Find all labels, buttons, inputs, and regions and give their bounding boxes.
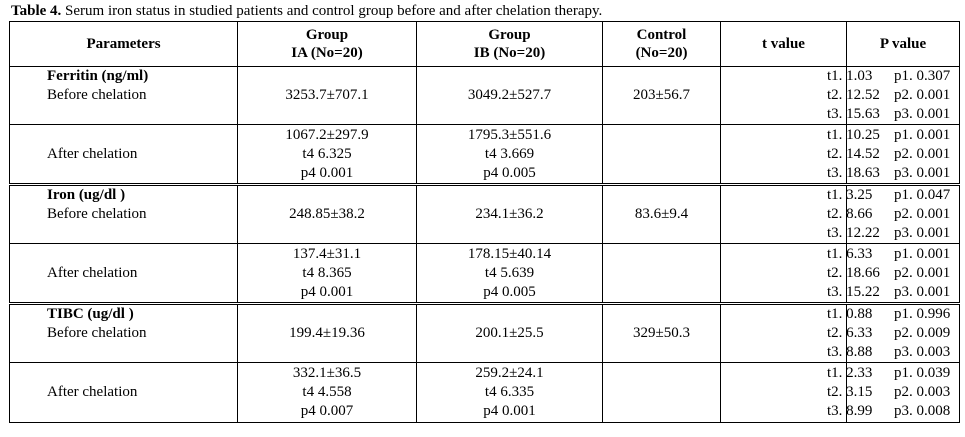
header-control: Control (No=20) bbox=[602, 21, 721, 67]
header-t-value: t value bbox=[720, 21, 847, 67]
value-ia: 3253.7±707.1 bbox=[237, 66, 417, 125]
value-control: 329±50.3 bbox=[602, 303, 721, 363]
t-value-cell: t1. 10.25 t2. 14.52 t3. 18.63 bbox=[720, 124, 880, 186]
p-value-cell: p1. 0.001 p2. 0.001 p3. 0.001 bbox=[846, 124, 960, 186]
header-group-ib: Group IB (No=20) bbox=[416, 21, 603, 67]
phase-label: Before chelation bbox=[47, 325, 147, 341]
value-control: 83.6±9.4 bbox=[602, 184, 721, 244]
table-row: Ferritin (ng/ml) Before chelation 3253.7±… bbox=[9, 66, 960, 125]
p-value-cell: p1. 0.001 p2. 0.001 p3. 0.001 bbox=[846, 243, 960, 305]
parameter-cell: TIBC (ug/dl ) Before chelation bbox=[9, 303, 238, 363]
header-p-value: P value bbox=[846, 21, 960, 67]
parameter-cell: After chelation bbox=[9, 362, 238, 423]
t-value-cell: t1. 6.33 t2. 18.66 t3. 15.22 bbox=[720, 243, 880, 305]
value-ib: 259.2±24.1 t4 6.335 p4 0.001 bbox=[416, 362, 603, 423]
value-ib: 234.1±36.2 bbox=[416, 184, 603, 244]
phase-label: Before chelation bbox=[47, 87, 147, 103]
table-row: TIBC (ug/dl ) Before chelation 199.4±19.3… bbox=[9, 303, 960, 363]
value-ib: 1795.3±551.6 t4 3.669 p4 0.005 bbox=[416, 124, 603, 186]
phase-label: After chelation bbox=[47, 145, 138, 162]
table-row: After chelation 1067.2±297.9 t4 6.325 p4 0.… bbox=[9, 124, 960, 186]
phase-label: Before chelation bbox=[47, 206, 147, 222]
t-value-cell: t1. 3.25 t2. 8.66 t3. 12.22 bbox=[720, 184, 880, 244]
parameter-name: Ferritin (ng/ml) bbox=[47, 68, 149, 84]
value-ia: 199.4±19.36 bbox=[237, 303, 417, 363]
header-group-ia: Group IA (No=20) bbox=[237, 21, 417, 67]
p-value-cell: p1. 0.039 p2. 0.003 p3. 0.008 bbox=[846, 362, 960, 423]
value-ia: 1067.2±297.9 t4 6.325 p4 0.001 bbox=[237, 124, 417, 186]
table-row: After chelation 332.1±36.5 t4 4.558 p4 0.00… bbox=[9, 362, 960, 423]
phase-label: After chelation bbox=[47, 384, 138, 400]
value-ia: 248.85±38.2 bbox=[237, 184, 417, 244]
value-control bbox=[602, 243, 721, 305]
parameter-cell: Ferritin (ng/ml) Before chelation bbox=[9, 66, 238, 125]
value-ia: 332.1±36.5 t4 4.558 p4 0.007 bbox=[237, 362, 417, 423]
parameter-cell: After chelation bbox=[9, 243, 238, 305]
table-row: Iron (ug/dl ) Before chelation 248.85±38.… bbox=[9, 184, 960, 244]
caption-text: Serum iron status in studied patients an… bbox=[61, 3, 603, 19]
t-value-cell: t1. 1.03 t2. 12.52 t3. 15.63 bbox=[720, 66, 880, 125]
parameter-name: Iron (ug/dl ) bbox=[47, 187, 126, 203]
p-value-cell: p1. 0.047 p2. 0.001 p3. 0.001 bbox=[846, 184, 960, 244]
table-row: After chelation 137.4±31.1 t4 8.365 p4 0.00… bbox=[9, 243, 960, 305]
value-control bbox=[602, 124, 721, 186]
value-ia: 137.4±31.1 t4 8.365 p4 0.001 bbox=[237, 243, 417, 305]
table-caption: Table 4. Serum iron status in studied pa… bbox=[11, 2, 602, 20]
value-ib: 3049.2±527.7 bbox=[416, 66, 603, 125]
t-value-cell: t1. 0.88 t2. 6.33 t3. 8.88 bbox=[720, 303, 872, 363]
t-value-cell: t1. 2.33 t2. 3.15 t3. 8.99 bbox=[720, 362, 872, 423]
header-parameters: Parameters bbox=[9, 21, 238, 67]
parameter-cell: After chelation bbox=[9, 124, 238, 186]
header-row: Parameters Group IA (No=20) Group IB (No=2… bbox=[9, 21, 960, 67]
parameter-name: TIBC (ug/dl ) bbox=[47, 306, 134, 322]
value-control bbox=[602, 362, 721, 423]
caption-label: Table 4. bbox=[11, 3, 62, 19]
phase-label: After chelation bbox=[47, 264, 138, 281]
p-value-cell: p1. 0.307 p2. 0.001 p3. 0.001 bbox=[846, 66, 960, 125]
p-value-cell: p1. 0.996 p2. 0.009 p3. 0.003 bbox=[846, 303, 960, 363]
parameter-cell: Iron (ug/dl ) Before chelation bbox=[9, 184, 238, 244]
serum-iron-table: Parameters Group IA (No=20) Group IB (No=2… bbox=[9, 21, 960, 423]
value-ib: 178.15±40.14 t4 5.639 p4 0.005 bbox=[416, 243, 603, 305]
value-ib: 200.1±25.5 bbox=[416, 303, 603, 363]
value-control: 203±56.7 bbox=[602, 66, 721, 125]
